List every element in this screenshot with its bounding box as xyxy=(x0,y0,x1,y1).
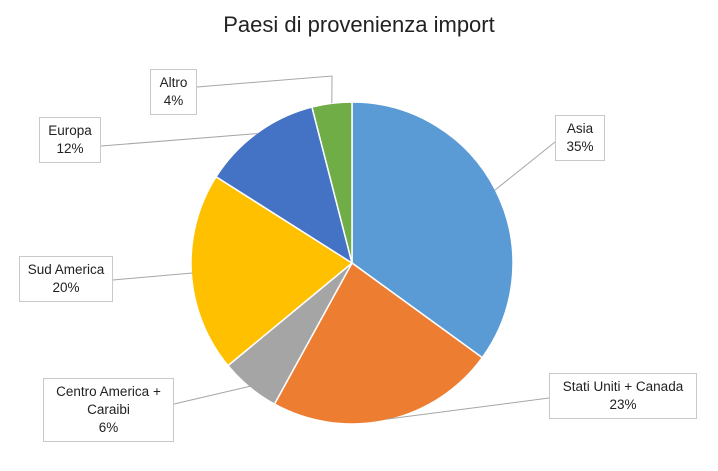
data-label-centro-america-caraibi: Centro America + Caraibi 6% xyxy=(43,378,174,442)
data-label-category: Sud America xyxy=(27,262,105,277)
data-label-value: 6% xyxy=(98,420,119,435)
data-label-value: 20% xyxy=(52,280,80,295)
leader-line-altro xyxy=(196,75,333,104)
data-label-category: Stati Uniti + Canada xyxy=(562,379,684,394)
data-label-category: Centro America + xyxy=(56,384,161,399)
data-label-altro: Altro 4% xyxy=(150,69,197,115)
data-label-stati-uniti-canada: Stati Uniti + Canada 23% xyxy=(549,373,697,419)
data-label-category: Asia xyxy=(566,121,594,136)
data-label-sud-america: Sud America 20% xyxy=(19,256,113,302)
chart-title: Paesi di provenienza import xyxy=(223,12,495,37)
data-label-category: Europa xyxy=(48,123,92,138)
leader-line-europa xyxy=(100,133,258,147)
data-label-value: 12% xyxy=(56,141,84,156)
data-label-value: 35% xyxy=(566,139,594,154)
pie-slice-stati-uniti-canada xyxy=(273,261,484,425)
data-label-value: 23% xyxy=(609,397,637,412)
leader-line-stati-uniti-canada xyxy=(386,397,550,420)
data-label-category: Caraibi xyxy=(87,402,130,417)
data-label-category: Altro xyxy=(159,75,188,90)
leader-line-centro-america-caraibi xyxy=(173,385,251,405)
leader-line-asia xyxy=(494,141,556,191)
pie-slice-europa xyxy=(215,106,354,265)
data-label-value: 4% xyxy=(163,93,184,108)
data-label-europa: Europa 12% xyxy=(39,117,101,163)
data-label-asia: Asia 35% xyxy=(555,115,605,161)
leader-line-sud-america xyxy=(112,272,193,281)
